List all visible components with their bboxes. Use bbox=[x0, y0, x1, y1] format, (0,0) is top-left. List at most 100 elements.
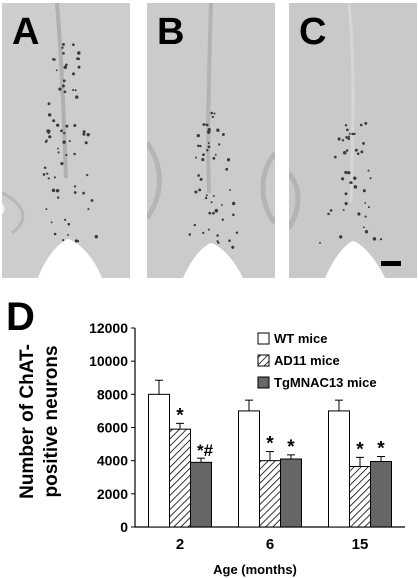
stained-cell bbox=[50, 221, 53, 224]
stained-cell bbox=[68, 140, 71, 143]
stained-cell bbox=[359, 123, 363, 127]
stained-cell bbox=[57, 147, 59, 150]
stained-cell bbox=[232, 213, 235, 217]
stained-cell bbox=[82, 191, 85, 195]
stained-cell bbox=[62, 140, 66, 144]
stained-cell bbox=[82, 130, 86, 134]
legend-label: WT mice bbox=[274, 331, 327, 346]
stained-cell bbox=[364, 230, 369, 234]
stained-cell bbox=[347, 171, 351, 175]
y-tick-label: 0 bbox=[120, 519, 128, 535]
stained-cell bbox=[53, 232, 57, 236]
stained-cell bbox=[341, 177, 345, 181]
significance-marker: * bbox=[356, 439, 364, 460]
stained-cell bbox=[203, 123, 206, 126]
x-tick-label: 6 bbox=[266, 536, 274, 553]
stained-cell bbox=[218, 143, 221, 146]
stained-cell bbox=[214, 153, 217, 156]
stained-cell bbox=[214, 208, 219, 213]
stained-cell bbox=[225, 167, 229, 171]
stained-cell bbox=[235, 231, 239, 234]
y-tick-label: 6000 bbox=[97, 420, 128, 436]
stained-cell bbox=[207, 145, 211, 149]
stained-cell bbox=[61, 84, 65, 88]
stained-cell bbox=[87, 208, 90, 211]
y-tick-label: 12000 bbox=[89, 320, 128, 336]
stained-cell bbox=[194, 190, 198, 194]
stained-cell bbox=[77, 57, 81, 61]
stained-cell bbox=[211, 115, 214, 119]
stained-cell bbox=[362, 189, 366, 193]
y-tick-label: 2000 bbox=[97, 486, 128, 502]
significance-marker: *# bbox=[197, 441, 214, 460]
stained-cell bbox=[342, 209, 345, 211]
stained-cell bbox=[55, 69, 58, 72]
stained-cell bbox=[196, 133, 200, 138]
stained-cell bbox=[73, 185, 77, 188]
stained-cell bbox=[199, 144, 202, 148]
stained-cell bbox=[221, 218, 224, 221]
stained-cell bbox=[82, 132, 86, 136]
y-axis-label: positive neurons bbox=[41, 345, 62, 497]
stained-cell bbox=[202, 231, 205, 235]
stained-cell bbox=[226, 158, 231, 162]
stained-cell bbox=[327, 212, 330, 216]
stained-cell bbox=[188, 233, 192, 236]
stained-cell bbox=[74, 89, 77, 92]
stained-cell bbox=[208, 211, 212, 215]
stained-cell bbox=[65, 124, 69, 128]
bar bbox=[148, 393, 170, 528]
panel-label-d: D bbox=[6, 295, 35, 339]
stained-cell bbox=[319, 241, 321, 244]
stained-cell bbox=[204, 196, 208, 200]
stained-cell bbox=[65, 63, 68, 67]
legend-swatch bbox=[257, 354, 270, 367]
stained-cell bbox=[63, 218, 67, 221]
x-tick-label: 2 bbox=[176, 536, 184, 553]
stained-cell bbox=[368, 206, 370, 209]
stained-cell bbox=[48, 113, 52, 117]
panel-label-a: A bbox=[12, 11, 40, 53]
bar bbox=[349, 465, 371, 528]
stained-cell bbox=[354, 148, 358, 152]
stained-cell bbox=[333, 155, 337, 159]
stained-cell bbox=[347, 137, 351, 140]
stained-cell bbox=[216, 240, 219, 243]
stained-cell bbox=[56, 196, 60, 199]
stained-cell bbox=[349, 181, 353, 184]
stained-cell bbox=[369, 177, 372, 180]
stained-cell bbox=[341, 139, 345, 142]
stained-cell bbox=[67, 222, 71, 226]
stained-cell bbox=[362, 141, 365, 145]
stained-cell bbox=[344, 124, 348, 127]
stained-cell bbox=[213, 112, 216, 115]
stained-cell bbox=[52, 119, 56, 123]
stained-cell bbox=[347, 135, 350, 138]
bar bbox=[238, 410, 260, 528]
stained-cell bbox=[379, 238, 383, 241]
stained-cell bbox=[48, 135, 52, 139]
stained-cell bbox=[71, 72, 76, 76]
stained-cell bbox=[197, 174, 200, 177]
stained-cell bbox=[220, 204, 223, 206]
legend-swatch bbox=[257, 376, 270, 389]
stained-cell bbox=[47, 177, 50, 180]
stained-cell bbox=[346, 128, 349, 132]
stained-cell bbox=[217, 241, 220, 244]
stained-cell bbox=[344, 202, 348, 206]
bar-chart: 0 2000 4000 6000 8000 10000 12000 Number of ChA… bbox=[17, 320, 405, 577]
stained-cell bbox=[221, 133, 225, 136]
stained-cell bbox=[90, 199, 94, 202]
stained-cell bbox=[353, 185, 358, 189]
bar bbox=[190, 461, 212, 528]
stained-cell bbox=[201, 158, 205, 162]
stained-cell bbox=[62, 238, 65, 242]
x-axis-label: Age (months) bbox=[213, 562, 297, 577]
stained-cell bbox=[53, 58, 56, 61]
y-tick-label: 10000 bbox=[89, 353, 128, 369]
stained-cell bbox=[344, 192, 348, 196]
stained-cell bbox=[216, 234, 219, 237]
stained-cell bbox=[353, 176, 357, 180]
stained-cell bbox=[197, 144, 200, 148]
stained-cell bbox=[342, 151, 347, 155]
